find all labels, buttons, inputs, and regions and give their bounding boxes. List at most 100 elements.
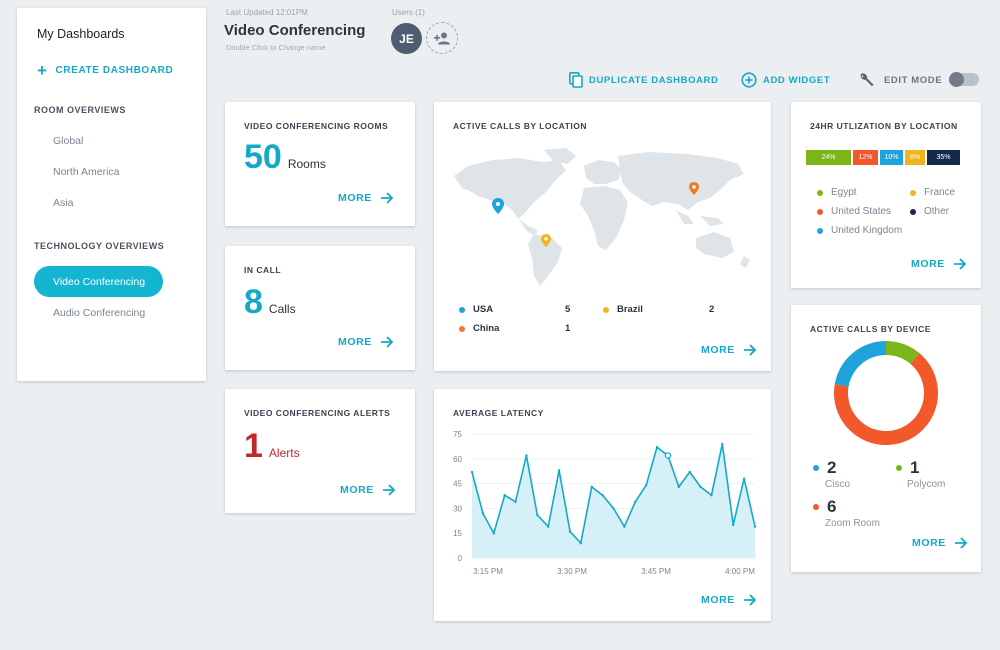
latency-point[interactable] <box>536 513 539 517</box>
legend-dot <box>910 189 916 196</box>
more-link[interactable]: MORE <box>911 258 967 270</box>
latency-point[interactable] <box>525 454 528 457</box>
y-tick-label: 30 <box>453 504 462 513</box>
latency-point[interactable] <box>579 541 583 545</box>
latency-point[interactable] <box>623 525 626 528</box>
more-label: MORE <box>912 537 946 549</box>
more-label: MORE <box>338 192 372 204</box>
donut-slice-cisco[interactable] <box>834 341 886 387</box>
edit-mode-toggle[interactable] <box>949 72 979 87</box>
donut-slice-polycom[interactable] <box>886 341 920 364</box>
latency-point[interactable] <box>514 500 517 503</box>
more-label: MORE <box>911 258 945 270</box>
latency-point[interactable] <box>644 484 648 487</box>
sidebar-item-asia[interactable]: Asia <box>53 197 74 209</box>
legend-dot <box>910 208 916 215</box>
legend-dot <box>896 465 902 471</box>
latency-point[interactable] <box>590 485 593 489</box>
legend-dot <box>459 306 465 313</box>
latency-point[interactable] <box>742 477 746 480</box>
location-count-brazil: 2 <box>709 304 715 315</box>
world-map <box>454 148 750 286</box>
more-link[interactable]: MORE <box>340 484 396 496</box>
latency-point[interactable] <box>601 493 604 497</box>
latency-point[interactable] <box>721 442 724 446</box>
device-zoom-room: 6 Zoom Room <box>813 497 880 529</box>
room-overviews-heading: ROOM OVERVIEWS <box>34 105 126 115</box>
utilization-bar[interactable]: 24% <box>806 150 851 165</box>
utilization-bar[interactable]: 35% <box>927 150 960 165</box>
location-name: China <box>473 323 500 334</box>
arrow-right-icon <box>382 484 396 496</box>
legend-united-states: United States <box>817 206 891 217</box>
in-call-unit: Calls <box>268 302 296 316</box>
latency-point[interactable] <box>546 525 550 528</box>
x-tick-label: 3:30 PM <box>557 567 587 576</box>
location-row-china: China <box>459 323 499 334</box>
latency-point[interactable] <box>655 446 659 449</box>
latency-point[interactable] <box>634 500 637 503</box>
more-link[interactable]: MORE <box>701 344 757 356</box>
utilization-bar[interactable]: 12% <box>853 150 878 165</box>
utilization-bar[interactable]: 8% <box>905 150 925 165</box>
y-tick-label: 15 <box>453 529 462 538</box>
legend-dot <box>817 189 823 196</box>
latency-point[interactable] <box>699 485 702 489</box>
y-tick-label: 75 <box>453 430 462 439</box>
legend-france: France <box>910 187 955 198</box>
sidebar-item-global[interactable]: Global <box>53 135 84 147</box>
more-link[interactable]: MORE <box>338 336 394 348</box>
latency-point[interactable] <box>481 512 485 515</box>
utilization-bar[interactable]: 10% <box>880 150 903 165</box>
page-title[interactable]: Video Conferencing <box>224 22 366 39</box>
sidebar-item-north-america[interactable]: North America <box>53 166 120 178</box>
sidebar-item-video-conferencing[interactable]: Video Conferencing <box>34 266 163 297</box>
legend-label: France <box>924 187 956 198</box>
latency-point[interactable] <box>470 470 474 474</box>
widget-title: AVERAGE LATENCY <box>453 408 544 418</box>
latency-point[interactable] <box>503 493 506 497</box>
widget-calls-by-location: ACTIVE CALLS BY LOCATION <box>434 102 771 371</box>
latency-point[interactable] <box>492 532 495 535</box>
more-label: MORE <box>338 336 372 348</box>
plus-icon: + <box>37 60 48 80</box>
duplicate-dashboard-label: DUPLICATE DASHBOARD <box>589 74 719 86</box>
location-name: Brazil <box>617 304 643 315</box>
more-link[interactable]: MORE <box>912 537 968 549</box>
latency-point[interactable] <box>688 470 691 474</box>
widget-title: 24HR UTLIZATION BY LOCATION <box>810 121 958 131</box>
legend-label: United States <box>831 206 892 217</box>
legend-dot <box>813 504 819 510</box>
create-dashboard-button[interactable]: + CREATE DASHBOARD <box>37 60 173 80</box>
sidebar-item-audio-conferencing[interactable]: Audio Conferencing <box>53 307 146 319</box>
latency-point[interactable] <box>677 485 681 489</box>
y-tick-label: 45 <box>453 480 462 489</box>
location-count-china: 1 <box>565 323 571 334</box>
latency-highlight-point[interactable] <box>664 452 672 459</box>
arrow-right-icon <box>953 258 967 270</box>
map-pin-brazil[interactable] <box>541 234 551 247</box>
device-count: 6 <box>827 497 837 516</box>
technology-overviews-heading: TECHNOLOGY OVERVIEWS <box>34 241 165 251</box>
latency-point[interactable] <box>732 523 735 527</box>
legend-united-kingdom: United Kingdom <box>817 225 902 236</box>
legend-egypt: Egypt <box>817 187 857 198</box>
more-link[interactable]: MORE <box>338 192 394 204</box>
add-widget-label: ADD WIDGET <box>763 74 831 86</box>
more-link[interactable]: MORE <box>701 594 757 606</box>
map-pin-usa[interactable] <box>492 198 504 214</box>
add-widget-button[interactable]: ADD WIDGET <box>741 72 830 88</box>
latency-point[interactable] <box>753 525 757 528</box>
avatar[interactable]: JE <box>391 23 422 54</box>
latency-point[interactable] <box>612 507 615 510</box>
add-user-button[interactable] <box>426 22 458 54</box>
map-pin-china[interactable] <box>689 182 699 195</box>
latency-point[interactable] <box>557 469 561 472</box>
widget-in-call: IN CALL 8 Calls MORE <box>225 246 415 370</box>
duplicate-dashboard-button[interactable]: DUPLICATE DASHBOARD <box>569 72 718 88</box>
location-row-brazil: Brazil <box>603 304 643 315</box>
latency-point[interactable] <box>710 493 713 497</box>
legend-other: Other <box>910 206 949 217</box>
latency-point[interactable] <box>568 530 572 533</box>
donut-slice-zoom-room[interactable] <box>834 353 938 445</box>
